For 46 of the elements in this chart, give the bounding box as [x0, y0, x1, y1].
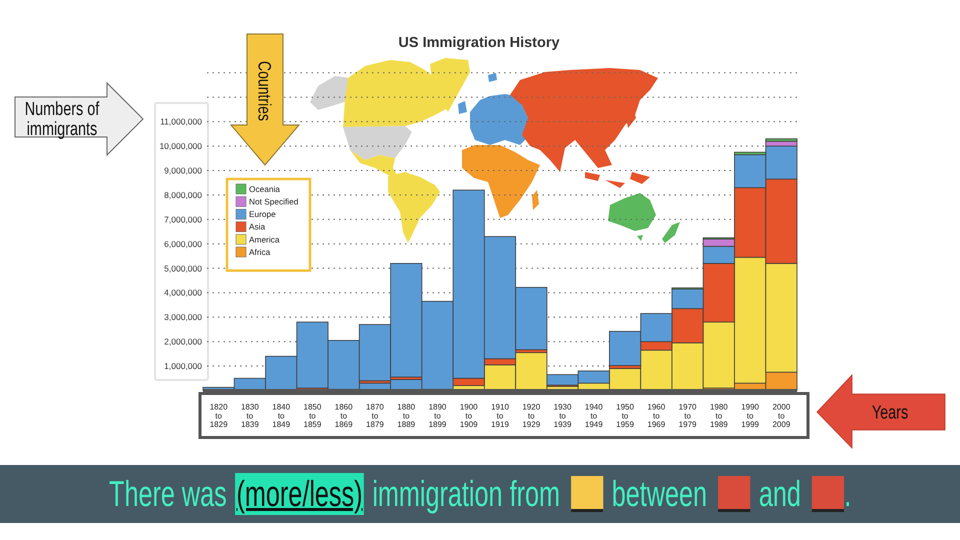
- x-tick-label: 1910 to 1919: [491, 402, 510, 430]
- x-tick-label: 1850 to 1859: [304, 402, 322, 430]
- x-tick-label: 1840 to 1849: [272, 402, 291, 430]
- text: There was: [108, 473, 227, 514]
- y-tick-label: 5,000,000: [164, 263, 202, 274]
- y-tick-label: 11,000,000: [160, 116, 202, 127]
- x-tick-label: 1890 to 1899: [428, 402, 447, 430]
- x-tick-label: 1950 to 1959: [616, 402, 634, 430]
- text: Numbers of immigrants: [24, 98, 100, 140]
- x-tick-label: 1860 to 1869: [334, 402, 354, 430]
- x-tick-label: 1870 to 1879: [366, 402, 384, 430]
- x-tick-label: 1990 to 1999: [741, 402, 760, 430]
- text: Years: [872, 402, 908, 424]
- x-tick-label: 1980 to 1989: [710, 402, 728, 430]
- x-tick-label: 1900 to 1909: [460, 402, 478, 430]
- y-tick-label: 7,000,000: [164, 214, 202, 224]
- chart-title: US Immigration History: [398, 35, 560, 51]
- x-tick-label: 2000 to 2009: [772, 402, 791, 430]
- legend-label: Europe: [249, 209, 276, 220]
- legend-label: America: [249, 234, 280, 244]
- text: (more/less): [234, 473, 364, 515]
- legend-label: Oceania: [249, 184, 280, 194]
- x-tick-label: 1920 to 1929: [522, 402, 541, 430]
- y-tick-label: 4,000,000: [164, 288, 202, 298]
- annotation: Countries: [254, 60, 274, 122]
- x-tick-label: 1970 to 1979: [678, 402, 698, 430]
- legend-label: Not Specified: [249, 196, 299, 207]
- x-tick-label: 1820 to 1829: [210, 402, 228, 430]
- y-tick-label: 9,000,000: [164, 166, 202, 176]
- x-tick-label: 1880 to 1889: [397, 402, 416, 430]
- x-tick-label: 1960 to 1969: [647, 402, 666, 430]
- text: between: [612, 473, 707, 514]
- text: .: [844, 473, 852, 514]
- x-tick-label: 1940 to 1949: [584, 402, 604, 430]
- y-tick-label: 6,000,000: [164, 238, 202, 249]
- y-tick-label: 10,000,000: [159, 141, 202, 152]
- y-tick-label: 3,000,000: [164, 312, 202, 322]
- y-tick-label: 8,000,000: [164, 190, 202, 200]
- text: immigration from: [372, 473, 560, 514]
- x-tick-label: 1930 to 1939: [554, 402, 572, 430]
- x-tick-label: 1830 to 1839: [240, 402, 260, 430]
- y-tick-label: 1,000,000: [164, 361, 202, 372]
- legend-label: Asia: [249, 222, 266, 232]
- legend-label: Africa: [249, 246, 271, 257]
- text: and: [758, 473, 801, 514]
- y-tick-label: 2,000,000: [164, 336, 202, 347]
